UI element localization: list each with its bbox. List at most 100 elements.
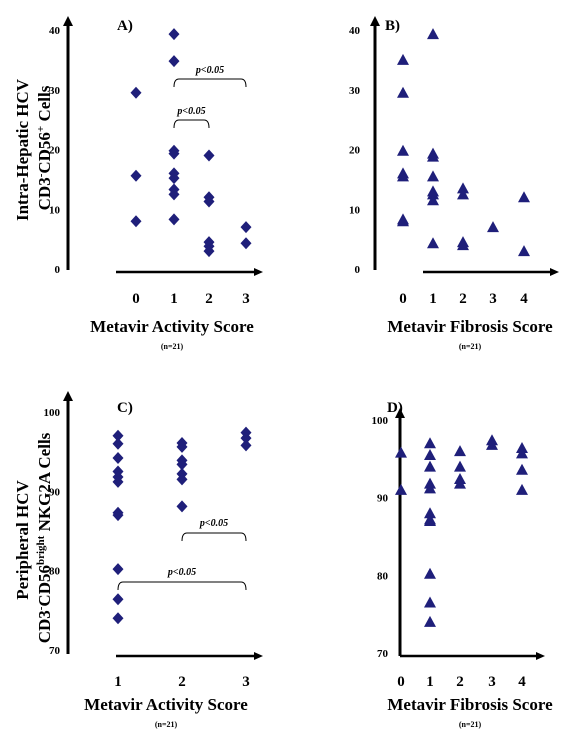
data-point xyxy=(427,150,439,162)
y-tick-label: 0 xyxy=(55,264,61,276)
data-point xyxy=(454,477,466,489)
significance-label: p<0.05 xyxy=(195,65,224,76)
data-point xyxy=(112,437,124,450)
data-point xyxy=(203,245,215,258)
data-point xyxy=(487,221,499,233)
x-tick-label: 2 xyxy=(456,674,464,690)
data-point xyxy=(176,440,188,453)
data-point xyxy=(427,194,439,206)
data-point xyxy=(518,245,530,257)
data-point xyxy=(516,447,528,459)
data-point xyxy=(176,473,188,486)
sample-size-note: (n=21) xyxy=(161,342,184,351)
significance-bracket xyxy=(173,78,247,88)
y-tick-label: 40 xyxy=(349,25,361,37)
y-axis-arrow xyxy=(370,16,380,26)
data-point xyxy=(112,429,124,442)
data-point xyxy=(457,182,469,194)
x-tick-label: 2 xyxy=(178,674,186,690)
data-point xyxy=(424,460,436,472)
x-axis-arrow xyxy=(254,268,263,276)
data-point xyxy=(112,563,124,576)
x-axis-arrow xyxy=(550,268,559,276)
panel-c: 70 80 90 100 1 2 3 C) Metavir Activity Score (n=2… xyxy=(44,391,263,729)
data-point xyxy=(424,514,436,526)
data-point xyxy=(454,445,466,457)
data-point xyxy=(397,53,409,65)
y-tick-label: 30 xyxy=(349,85,361,97)
y-tick-label: 70 xyxy=(49,645,61,657)
x-tick-label: 1 xyxy=(170,291,178,307)
data-point xyxy=(130,215,142,228)
x-axis-label: Metavir Activity Score xyxy=(90,317,254,336)
data-point xyxy=(112,612,124,625)
y-tick-label: 10 xyxy=(349,204,361,216)
data-point xyxy=(112,452,124,465)
data-point xyxy=(454,460,466,472)
data-point xyxy=(397,170,409,182)
data-point xyxy=(395,483,407,495)
y-axis-label-bottom: Peripheral HCV CD3-CD56bright NKG2A Cell… xyxy=(13,432,54,643)
data-point xyxy=(130,169,142,182)
x-tick-label: 3 xyxy=(242,674,250,690)
data-point xyxy=(112,593,124,606)
sample-size-note: (n=21) xyxy=(459,720,482,729)
x-axis-label: Metavir Fibrosis Score xyxy=(387,317,553,336)
data-point xyxy=(457,239,469,251)
data-point xyxy=(397,215,409,227)
y-tick-label: 10 xyxy=(49,204,61,216)
data-point xyxy=(427,28,439,40)
data-point xyxy=(203,195,215,208)
x-tick-label: 3 xyxy=(488,674,496,690)
y-tick-label: 100 xyxy=(44,407,61,419)
data-point xyxy=(130,86,142,99)
data-point xyxy=(397,144,409,156)
data-point xyxy=(168,147,180,160)
x-axis-arrow xyxy=(254,652,263,660)
significance-label: p<0.05 xyxy=(199,518,228,529)
y-axis-label-top: Intra-Hepatic HCV CD3-CD56+ Cells xyxy=(13,75,54,221)
panel-label: B) xyxy=(385,18,400,34)
y-tick-label: 30 xyxy=(49,85,61,97)
y-tick-label: 40 xyxy=(49,25,61,37)
data-point xyxy=(518,191,530,203)
y-tick-label: 0 xyxy=(355,264,361,276)
data-point xyxy=(427,170,439,182)
y-tick-label: 100 xyxy=(372,415,389,427)
data-point xyxy=(240,237,252,250)
data-point xyxy=(427,237,439,249)
y-tick-label: 20 xyxy=(349,145,361,157)
x-axis-label: Metavir Fibrosis Score xyxy=(387,695,553,714)
data-point xyxy=(424,567,436,579)
significance-label: p<0.05 xyxy=(167,567,196,578)
y-tick-label: 90 xyxy=(49,486,61,498)
y-axis-arrow xyxy=(63,391,73,401)
sample-size-note: (n=21) xyxy=(155,720,178,729)
data-point xyxy=(168,188,180,201)
data-point xyxy=(112,509,124,522)
x-tick-label: 2 xyxy=(205,291,213,307)
data-point xyxy=(424,507,436,519)
data-point xyxy=(457,188,469,200)
data-point xyxy=(168,28,180,41)
x-tick-label: 0 xyxy=(132,291,140,307)
significance-bracket xyxy=(173,119,210,129)
y-tick-label: 80 xyxy=(49,566,61,578)
data-point xyxy=(240,432,252,445)
sample-size-note: (n=21) xyxy=(459,342,482,351)
data-point xyxy=(424,482,436,494)
data-point xyxy=(427,188,439,200)
data-point xyxy=(397,86,409,98)
data-point xyxy=(240,221,252,234)
data-point xyxy=(176,458,188,471)
x-tick-label: 3 xyxy=(489,291,497,307)
x-axis-label: Metavir Activity Score xyxy=(84,695,248,714)
y-tick-label: 20 xyxy=(49,145,61,157)
data-point xyxy=(424,437,436,449)
data-point xyxy=(486,438,498,450)
data-point xyxy=(424,448,436,460)
panel-b: 0 10 20 30 40 0 1 2 3 4 B) Metavir Fibrosis Score (n… xyxy=(349,16,559,351)
data-point xyxy=(112,475,124,488)
